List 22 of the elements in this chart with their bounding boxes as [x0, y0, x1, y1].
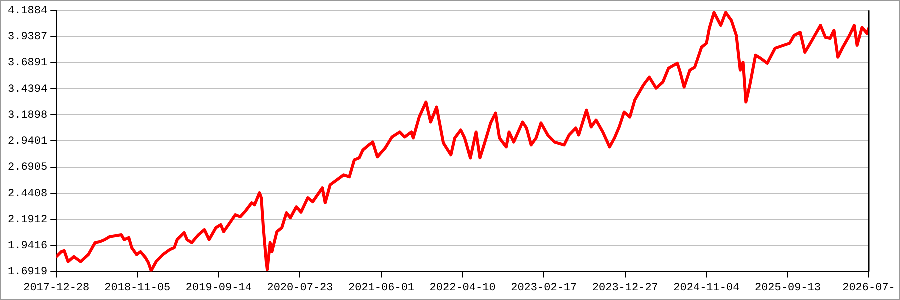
- x-tick-label: 2026-07-: [842, 282, 896, 294]
- x-tick-label: 2018-11-05: [104, 282, 171, 294]
- y-tick-label: 3.4394: [8, 84, 48, 96]
- x-tick-label: 2019-09-14: [186, 282, 252, 294]
- x-tick-label: 2022-04-10: [430, 282, 496, 294]
- y-tick-label: 2.1912: [8, 214, 48, 226]
- x-tick-label: 2024-11-04: [674, 282, 740, 294]
- y-tick-label: 1.9416: [8, 240, 48, 253]
- y-tick-label: 3.6891: [8, 58, 48, 70]
- x-tick-label: 2023-02-17: [511, 282, 578, 294]
- x-tick-label: 2021-06-01: [348, 282, 415, 294]
- y-tick-label: 2.6905: [8, 162, 48, 174]
- x-tick-label: 2025-09-13: [754, 282, 821, 294]
- y-tick-label: 3.9387: [8, 32, 48, 44]
- x-tick-label: 2023-12-27: [592, 282, 658, 294]
- y-tick-label: 3.1898: [8, 110, 48, 122]
- y-tick-label: 2.9401: [8, 136, 48, 148]
- x-tick-label: 2020-07-23: [267, 282, 334, 294]
- x-tick-label: 2017-12-28: [24, 282, 90, 294]
- y-tick-label: 1.6919: [8, 266, 48, 279]
- y-tick-label: 2.4408: [8, 188, 48, 200]
- y-tick-label: 4.1884: [8, 6, 48, 18]
